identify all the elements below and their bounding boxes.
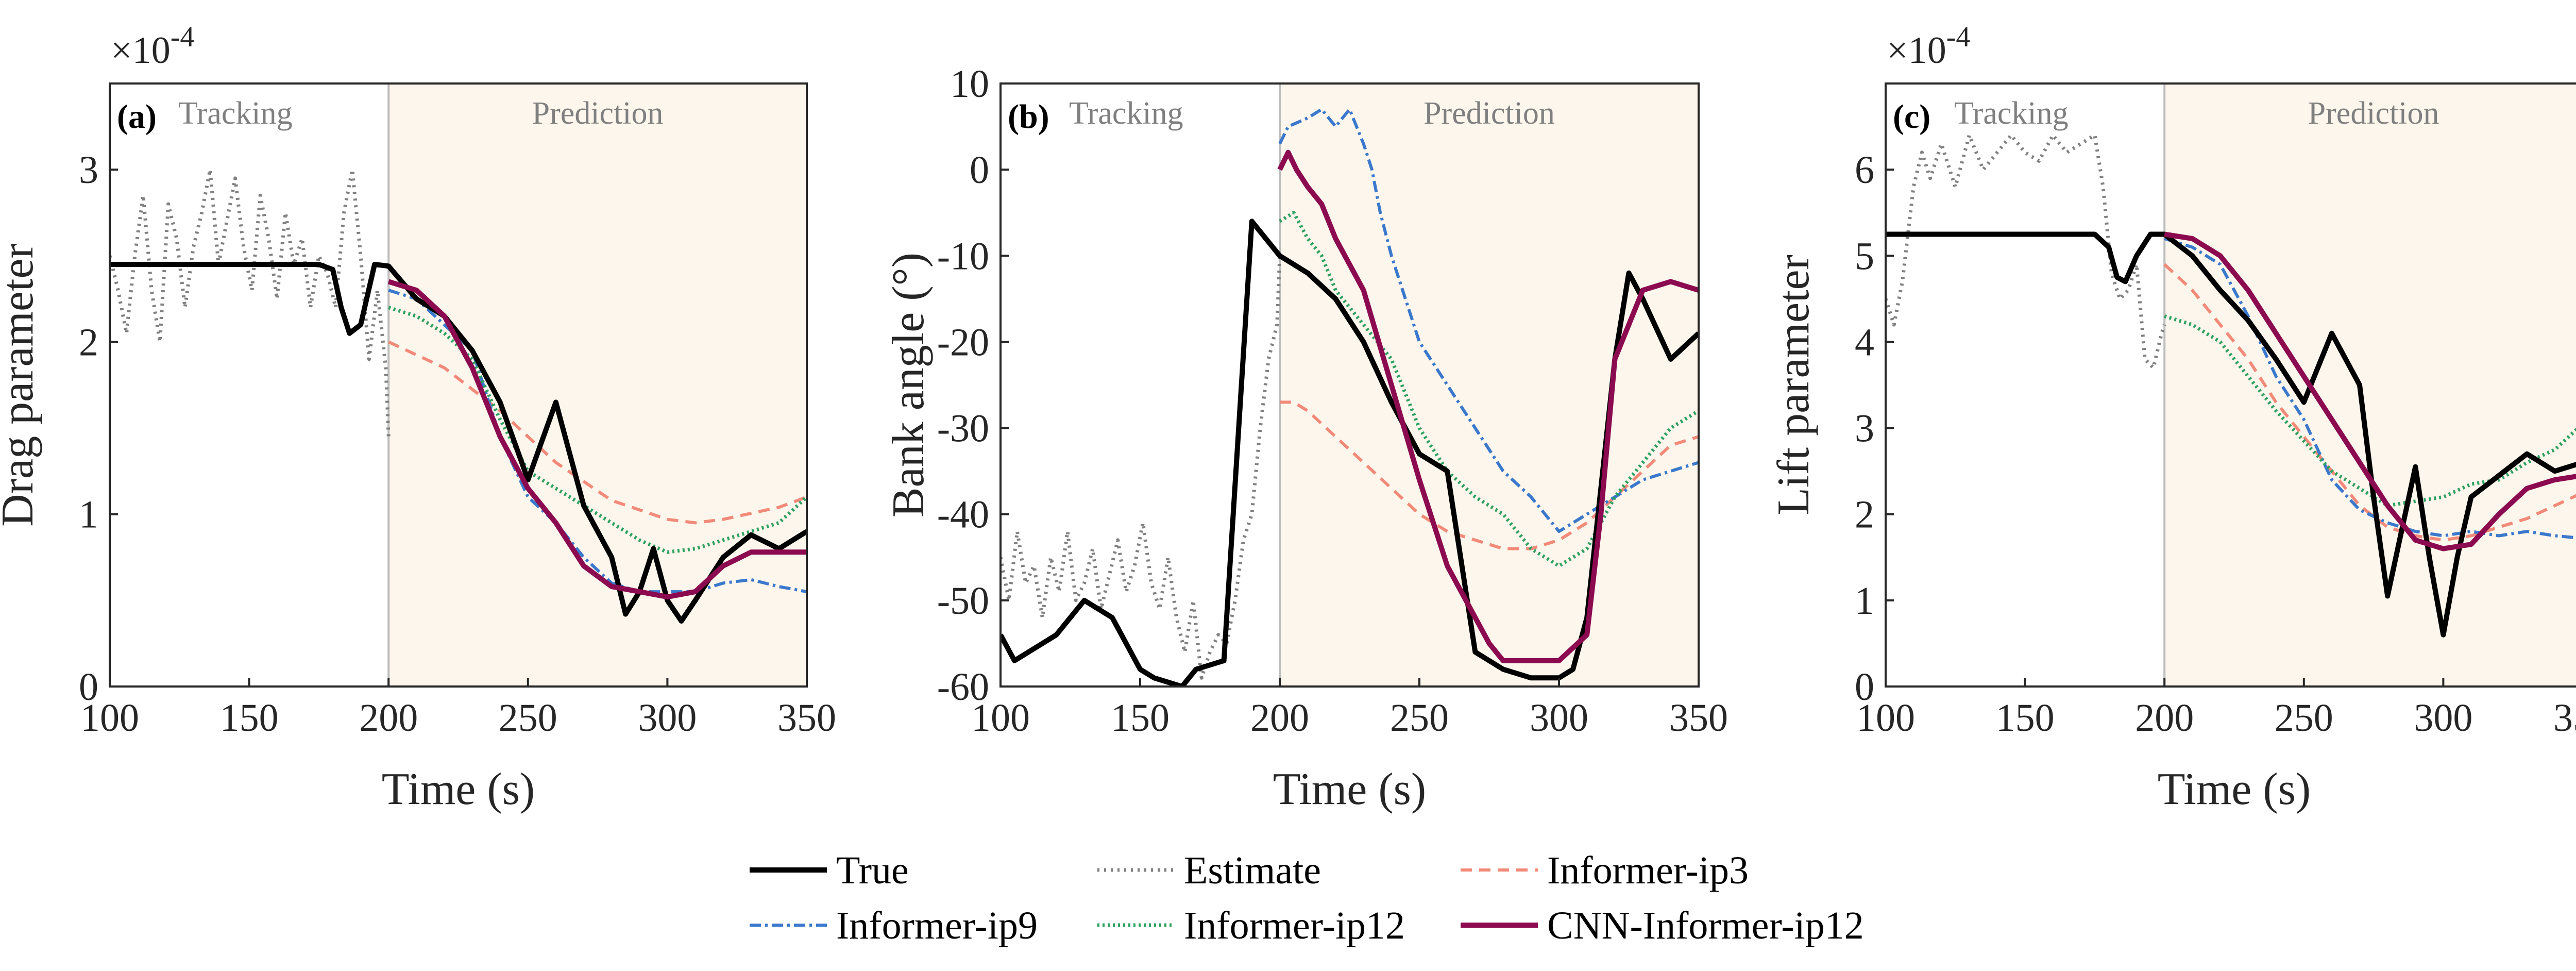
- legend-item-ip9: Informer-ip9: [750, 904, 1038, 947]
- legend-item-estimate: Estimate: [1097, 849, 1321, 892]
- panel-label: (b): [1008, 98, 1049, 136]
- x-tick-label: 200: [359, 696, 418, 740]
- x-axis-title: Time (s): [1273, 764, 1426, 814]
- y-tick-label: 3: [79, 148, 98, 192]
- y-tick-label: -50: [937, 579, 989, 623]
- x-tick-label: 300: [1530, 696, 1588, 740]
- x-tick-label: 100: [971, 696, 1030, 740]
- legend-label: Estimate: [1184, 849, 1321, 892]
- y-axis-title: Lift parameter: [1769, 255, 1819, 515]
- x-tick-label: 300: [638, 696, 697, 740]
- y-tick-label: -40: [937, 493, 989, 537]
- x-tick-label: 150: [1996, 696, 2055, 740]
- y-tick-label: 2: [1855, 493, 1874, 537]
- x-tick-label: 200: [1250, 696, 1309, 740]
- y-tick-label: 6: [1855, 148, 1874, 192]
- series-line-true: [110, 262, 807, 624]
- x-axis-title: Time (s): [2158, 764, 2311, 814]
- y-axis-title: Drag parameter: [0, 243, 43, 527]
- series-line-ip9: [2164, 237, 2576, 540]
- y-tick-label: 1: [79, 493, 98, 537]
- y-tick-label: 1: [1855, 579, 1874, 623]
- legend-label: Informer-ip12: [1184, 904, 1405, 947]
- series-line-cnn: [387, 279, 807, 600]
- prediction-label: Prediction: [2308, 96, 2439, 131]
- y-exponent-label: ×10-4: [1887, 21, 1970, 72]
- x-tick-label: 100: [80, 696, 139, 740]
- prediction-region: [388, 83, 807, 687]
- x-tick-label: 150: [220, 696, 279, 740]
- x-axis-title: Time (s): [382, 764, 535, 814]
- axes-frame: [1885, 82, 2576, 688]
- y-tick-label: 2: [79, 321, 98, 364]
- x-tick-label: 350: [2553, 696, 2576, 740]
- legend: True Estimate Informer-ip3 Informer-ip9 Info…: [750, 849, 1864, 947]
- prediction-label: Prediction: [1423, 96, 1555, 131]
- y-tick-label: -60: [937, 665, 989, 709]
- x-tick-label: 100: [1856, 696, 1915, 740]
- tracking-label: Tracking: [1069, 96, 1183, 131]
- y-tick-label: 0: [1855, 665, 1874, 709]
- legend-label: Informer-ip3: [1547, 849, 1749, 892]
- y-tick-label: 10: [950, 62, 989, 106]
- legend-item-cnn: CNN-Informer-ip12: [1461, 904, 1864, 947]
- prediction-region: [1280, 83, 1699, 687]
- tracking-label: Tracking: [178, 96, 293, 131]
- axes-frame: [109, 82, 808, 688]
- x-tick-label: 250: [1390, 696, 1449, 740]
- x-tick-label: 150: [1111, 696, 1170, 740]
- legend-label: Informer-ip9: [836, 904, 1038, 947]
- legend-label: CNN-Informer-ip12: [1547, 904, 1864, 947]
- y-tick-label: 5: [1855, 235, 1874, 278]
- x-tick-label: 300: [2414, 696, 2472, 740]
- series-line-cnn: [1277, 149, 1699, 663]
- panel-label: (a): [117, 98, 157, 136]
- panel-b: 100 150 200 250 300 350 -60 -50 -40 -30 -20 -10 0 10 T…: [884, 62, 1728, 814]
- panel-a: 100 150 200 250 300 350 0 1 2 3 ×10-4 Time (s) Drag …: [0, 21, 836, 814]
- y-exponent-label: ×10-4: [111, 21, 194, 72]
- x-tick-label: 250: [2275, 696, 2333, 740]
- series-line-estimate: [110, 168, 391, 437]
- panel-c: 100 150 200 250 300 350 0 1 2 3 4 5 6 ×10-4 Time (s) Li…: [1769, 21, 2576, 814]
- x-tick-label: 350: [777, 696, 836, 740]
- x-tick-label: 350: [1669, 696, 1728, 740]
- panel-label: (c): [1893, 98, 1930, 136]
- series-line-ip3: [387, 340, 807, 525]
- legend-label: True: [836, 849, 909, 892]
- axes-frame: [999, 82, 1700, 688]
- legend-item-true: True: [750, 849, 909, 892]
- y-tick-label: 0: [79, 665, 98, 709]
- y-tick-label: 4: [1855, 321, 1874, 364]
- y-tick-label: -30: [937, 407, 989, 450]
- x-tick-label: 250: [499, 696, 557, 740]
- x-tick-label: 200: [2135, 696, 2194, 740]
- series-line-ip12: [2164, 314, 2576, 508]
- y-tick-label: -20: [937, 321, 989, 364]
- y-axis-title: Bank angle (°): [884, 253, 934, 517]
- legend-item-ip12: Informer-ip12: [1097, 904, 1405, 947]
- series-line-estimate: [1886, 133, 2166, 370]
- y-tick-label: 0: [970, 148, 989, 192]
- series-line-cnn: [2164, 231, 2576, 551]
- tracking-label: Tracking: [1954, 96, 2069, 131]
- prediction-region: [2164, 83, 2576, 687]
- prediction-label: Prediction: [532, 96, 664, 131]
- series-line-ip9: [388, 289, 807, 594]
- series-line-ip3: [1280, 400, 1699, 550]
- y-tick-label: -10: [937, 235, 989, 278]
- y-tick-label: 3: [1855, 407, 1874, 450]
- legend-item-ip3: Informer-ip3: [1461, 849, 1749, 892]
